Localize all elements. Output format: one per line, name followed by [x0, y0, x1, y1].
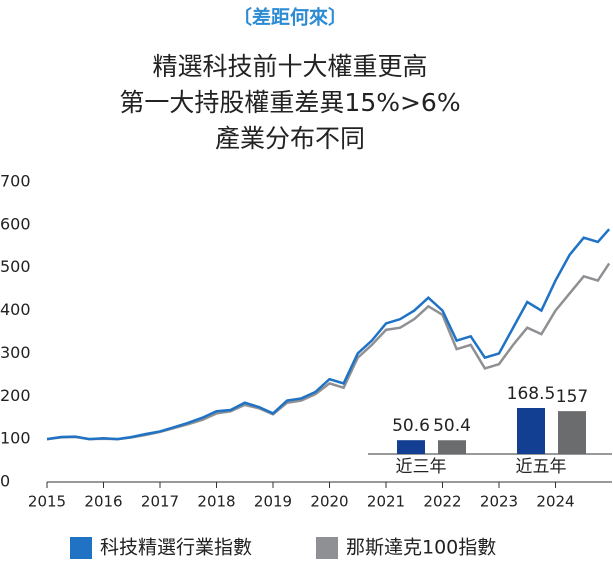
chart-title: 精選科技前十大權重更高: [152, 52, 427, 81]
x-tick-label: 2019: [254, 493, 292, 511]
line-series: [46, 228, 611, 441]
x-tick-label: 2015: [28, 493, 66, 511]
inset-value-label: 50.6: [392, 416, 430, 436]
legend-swatch: [316, 537, 338, 559]
inset-category: 近三年: [396, 457, 447, 477]
inset-bar: [517, 408, 545, 454]
inset-bar: [558, 411, 586, 454]
inset-bar: [438, 440, 466, 454]
header: 〔差距何來〕: [233, 6, 347, 29]
inset-category: 近五年: [516, 457, 567, 477]
x-tick-label: 2023: [480, 493, 518, 511]
y-tick-label: 600: [0, 214, 31, 233]
x-tick-label: 2017: [141, 493, 179, 511]
x-tick-label: 2020: [310, 493, 348, 511]
x-tick-label: 2016: [84, 493, 122, 511]
inset-value-label: 157: [556, 387, 588, 407]
y-tick-label: 100: [0, 429, 31, 448]
inset-value-label: 168.5: [507, 384, 556, 404]
x-tick-label: 2018: [197, 493, 235, 511]
x-tick-label: 2024: [536, 493, 574, 511]
inset-value-label: 50.4: [433, 416, 471, 436]
y-tick-label: 500: [0, 257, 31, 276]
legend-label: 那斯達克100指數: [346, 537, 496, 559]
chart-title: 產業分布不同: [215, 124, 365, 153]
y-tick-label: 300: [0, 343, 31, 362]
legend-label: 科技精選行業指數: [100, 537, 252, 559]
x-tick-label: 2021: [367, 493, 405, 511]
chart-title: 第一大持股權重差異15%>6%: [119, 88, 460, 117]
inset-bar: [397, 440, 425, 454]
y-tick-label: 0: [0, 472, 10, 491]
y-tick-label: 700: [0, 172, 31, 191]
x-tick-label: 2022: [423, 493, 461, 511]
y-tick-label: 200: [0, 386, 31, 405]
y-tick-label: 400: [0, 300, 31, 319]
legend-swatch: [70, 537, 92, 559]
